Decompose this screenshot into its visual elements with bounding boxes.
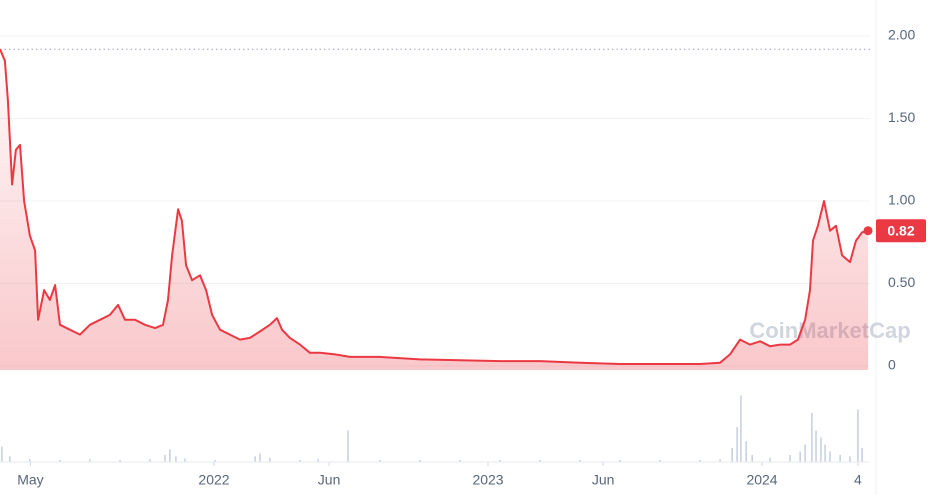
volume-bar [214, 459, 216, 462]
y-tick-label: 1.00 [888, 192, 915, 208]
x-tick-label: 2022 [198, 472, 229, 488]
volume-bar [659, 459, 661, 462]
price-area [0, 49, 869, 370]
volume-bar [579, 459, 581, 462]
volume-bar [259, 453, 261, 462]
price-badge [876, 219, 926, 243]
volume-bar [769, 457, 771, 462]
volume-bar [719, 459, 721, 462]
volume-bar [1, 446, 3, 462]
volume-bar [736, 427, 738, 462]
y-tick-label: 0.50 [888, 274, 915, 290]
volume-bar [169, 449, 171, 462]
x-tick-label: 2024 [746, 472, 777, 488]
volume-bar [824, 444, 826, 462]
volume-bar [751, 455, 753, 462]
volume-bar [849, 456, 851, 462]
x-tick-label: Jun [318, 472, 341, 488]
volume-bar [799, 451, 801, 462]
volume-bar [184, 458, 186, 462]
volume-bar [539, 459, 541, 462]
volume-bar [149, 459, 151, 462]
volume-bar [164, 455, 166, 462]
y-tick-label: 2.00 [888, 27, 915, 43]
volume-bar [175, 456, 177, 462]
volume-bar [119, 459, 121, 462]
volume-bar [861, 448, 863, 462]
volume-bar [59, 459, 61, 462]
volume-bar [254, 456, 256, 462]
volume-bar [820, 437, 822, 462]
y-tick-label: 0 [888, 357, 896, 373]
volume-bar [9, 456, 11, 462]
volume-bar [811, 413, 813, 462]
volume-bar [419, 459, 421, 462]
volume-bar [619, 459, 621, 462]
price-badge-label: 0.82 [887, 222, 914, 238]
y-tick-label: 1.50 [888, 109, 915, 125]
x-tick-label: 4 [854, 472, 862, 488]
volume-bar [299, 459, 301, 462]
volume-bar [29, 459, 31, 462]
volume-bar [839, 455, 841, 462]
volume-bar [317, 459, 319, 462]
volume-bar [269, 457, 271, 462]
volume-bar [459, 459, 461, 462]
volume-bar [815, 430, 817, 462]
volume-bar [347, 430, 349, 462]
volume-bar [379, 459, 381, 462]
volume-bar [804, 444, 806, 462]
price-line [0, 48, 869, 365]
volume-bar [789, 455, 791, 462]
x-tick-label: May [17, 472, 43, 488]
x-tick-label: Jun [592, 472, 615, 488]
volume-bar [731, 448, 733, 462]
current-dot [863, 226, 873, 236]
volume-bar [740, 395, 742, 462]
volume-bar [745, 441, 747, 462]
volume-bar [499, 459, 501, 462]
volume-bar [699, 459, 701, 462]
x-tick-label: 2023 [472, 472, 503, 488]
volume-bar [857, 409, 859, 462]
volume-bar [829, 451, 831, 462]
volume-bar [89, 459, 91, 462]
